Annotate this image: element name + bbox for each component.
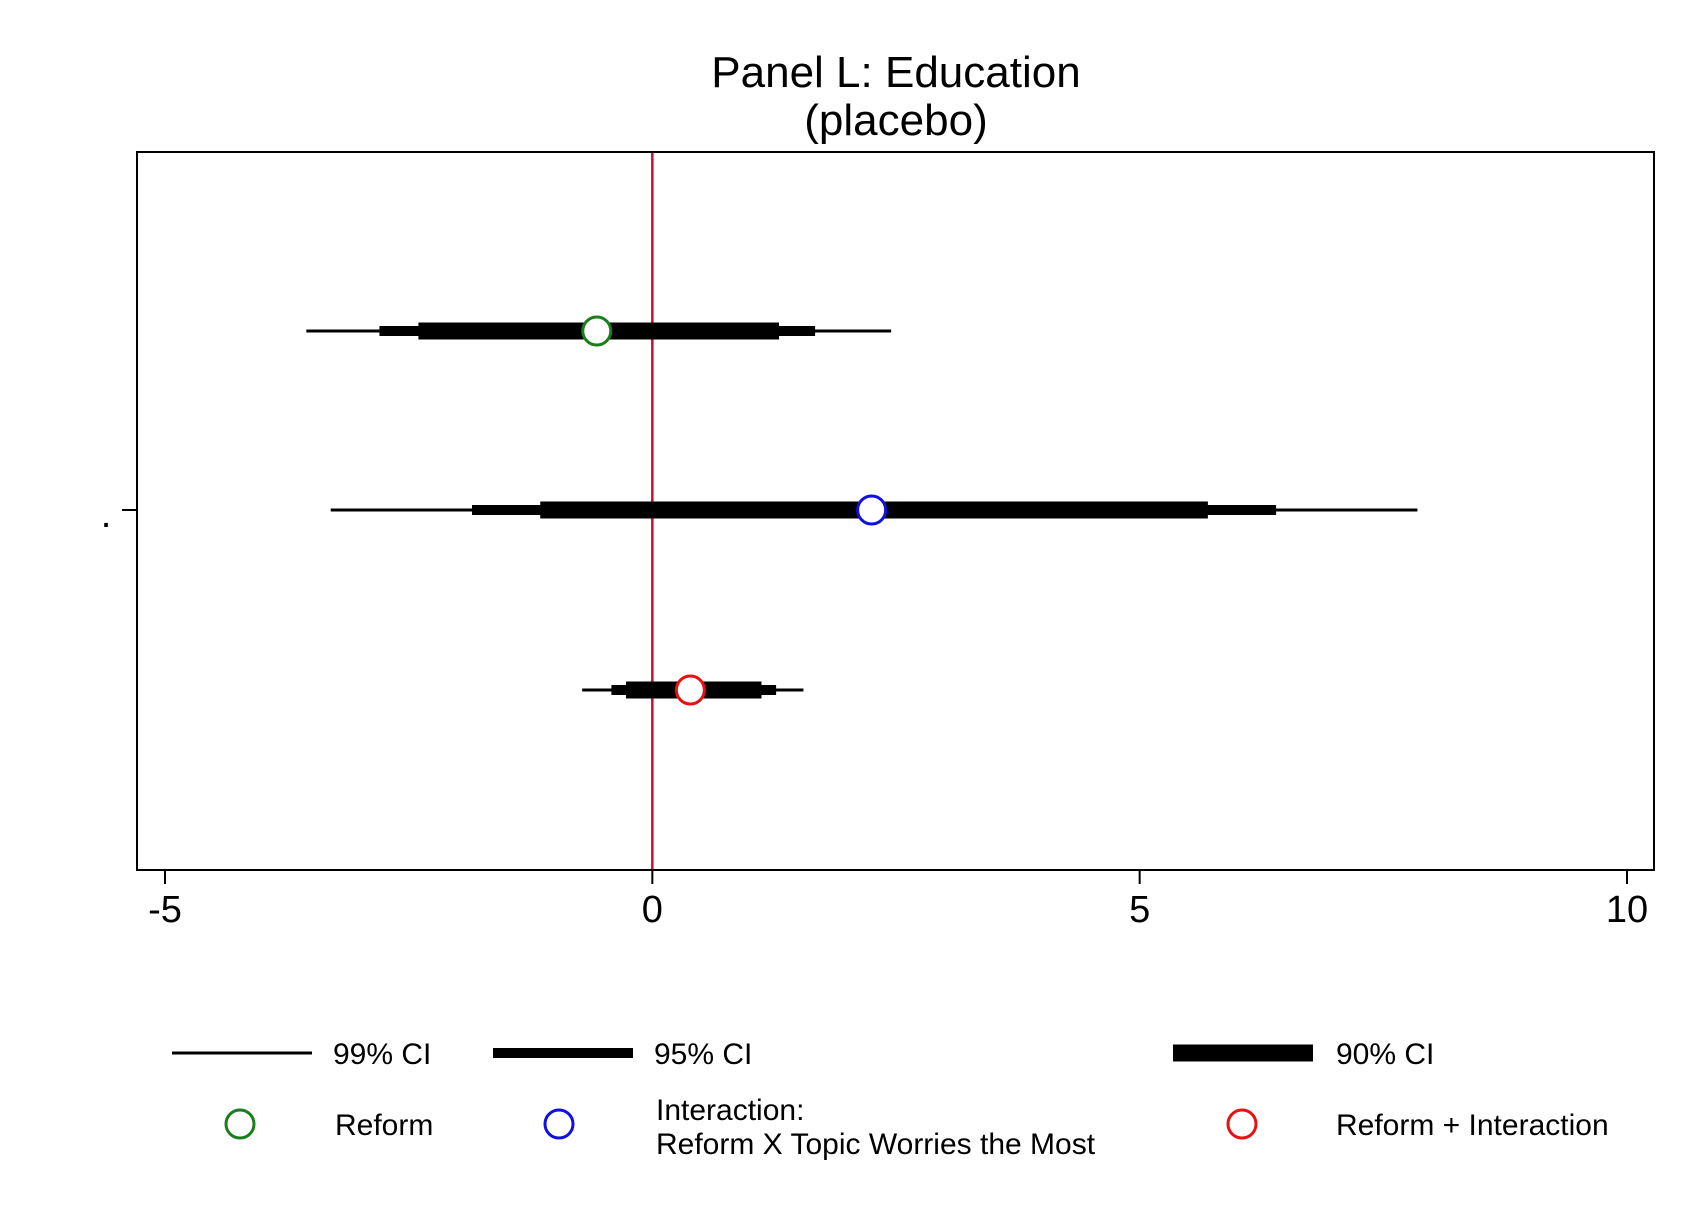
x-tick-label: 0	[642, 889, 663, 931]
legend-ci-label: 95% CI	[654, 1038, 752, 1071]
point-estimate	[581, 315, 613, 347]
legend-ci-label: 99% CI	[333, 1038, 431, 1071]
legend-marker-label: Reform	[335, 1109, 433, 1142]
legend-marker	[1226, 1108, 1258, 1140]
series-1	[306, 315, 892, 347]
legend-marker-label: Interaction:	[656, 1094, 804, 1127]
legend-marker	[224, 1108, 256, 1140]
x-tick-label: 10	[1606, 889, 1648, 931]
point-estimate	[856, 494, 888, 526]
x-tick-label: -5	[148, 889, 182, 931]
chart-subtitle: (placebo)	[804, 96, 987, 145]
legend-marker	[543, 1108, 575, 1140]
legend-marker-label: Reform + Interaction	[1336, 1109, 1609, 1142]
x-tick-label: 5	[1129, 889, 1150, 931]
series-layer	[306, 315, 1418, 706]
x-axis: -5 0 5 10	[148, 870, 1648, 931]
point-estimate	[674, 674, 706, 706]
chart-title: Panel L: Education	[711, 48, 1080, 97]
series-2	[330, 494, 1418, 526]
legend-ci-label: 90% CI	[1336, 1038, 1434, 1071]
y-tick-label: .	[101, 494, 112, 536]
series-3	[582, 674, 804, 706]
legend-marker-label: Reform X Topic Worries the Most	[656, 1128, 1096, 1161]
